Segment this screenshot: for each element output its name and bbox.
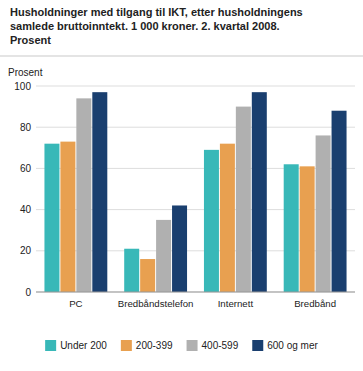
title: Husholdninger med tilgang til IKT, etter… <box>10 6 303 18</box>
bar <box>204 150 219 292</box>
separator <box>0 56 363 57</box>
x-axis-line <box>36 292 355 293</box>
x-tick-label: Bredbåndstelefon <box>118 298 194 309</box>
y-tick-label: 40 <box>20 204 32 215</box>
grid-line <box>36 292 355 293</box>
y-tick-label: 80 <box>20 122 32 133</box>
bar <box>76 98 91 292</box>
legend-label: 200-399 <box>136 340 173 351</box>
bar <box>332 111 347 292</box>
legend-swatch <box>187 340 198 351</box>
title: Prosent <box>10 34 51 46</box>
title: samlede bruttoinntekt. 1 000 kroner. 2. … <box>10 20 280 32</box>
bar <box>92 92 107 292</box>
legend-item: Under 200 <box>45 340 107 351</box>
y-tick-label: 20 <box>20 245 32 256</box>
bar <box>284 164 299 292</box>
bar <box>220 144 235 292</box>
grid-line <box>36 86 355 87</box>
legend-label: Under 200 <box>60 340 107 351</box>
legend-swatch <box>121 340 132 351</box>
legend: Under 200 200-399 400-599 600 og mer <box>45 340 318 351</box>
legend-item: 600 og mer <box>252 340 318 351</box>
x-tick-label: Internett <box>218 298 254 309</box>
bar <box>60 142 75 292</box>
bar <box>236 107 251 292</box>
x-tick-label: PC <box>69 298 82 309</box>
bar <box>316 135 331 292</box>
y-tick-label: 100 <box>14 81 31 92</box>
x-tick-label: Bredbånd <box>294 298 336 309</box>
bar <box>252 92 267 292</box>
chart-container: Husholdninger med tilgang til IKT, etter… <box>0 0 363 371</box>
bar <box>44 144 59 292</box>
legend-item: 400-599 <box>187 340 239 351</box>
legend-swatch <box>45 340 56 351</box>
bars <box>44 92 346 292</box>
bar <box>140 259 155 292</box>
bar <box>172 205 187 292</box>
bar <box>300 166 315 292</box>
y-tick-label: 60 <box>20 163 32 174</box>
legend-swatch <box>252 340 263 351</box>
bar <box>156 220 171 292</box>
y-axis-label: Prosent <box>8 67 43 78</box>
legend-label: 600 og mer <box>267 340 318 351</box>
y-tick-label: 0 <box>25 287 31 298</box>
legend-item: 200-399 <box>121 340 173 351</box>
bar <box>124 249 139 292</box>
legend-label: 400-599 <box>202 340 239 351</box>
chart: Husholdninger med tilgang til IKT, etter… <box>0 0 363 371</box>
